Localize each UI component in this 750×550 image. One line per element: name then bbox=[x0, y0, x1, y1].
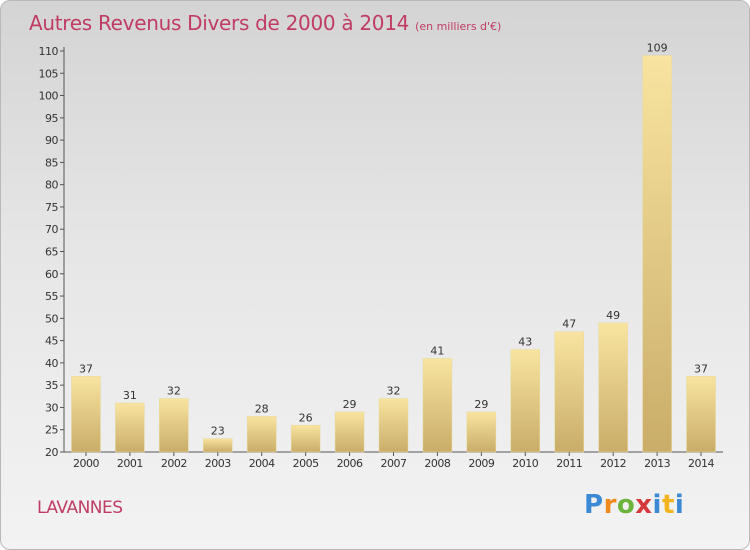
data-label: 28 bbox=[255, 402, 269, 415]
x-tick-label: 2007 bbox=[381, 457, 407, 470]
y-tick-label: 80 bbox=[45, 179, 58, 192]
y-tick-label: 110 bbox=[39, 45, 59, 58]
y-tick-label: 85 bbox=[45, 156, 58, 169]
y-tick-label: 40 bbox=[45, 357, 58, 370]
y-tick-label: 95 bbox=[45, 112, 58, 125]
bar bbox=[159, 398, 189, 453]
y-tick-label: 50 bbox=[45, 312, 58, 325]
y-tick-label: 100 bbox=[39, 90, 59, 103]
chart-unit: (en milliers d'€) bbox=[415, 20, 502, 33]
bar bbox=[71, 376, 101, 453]
x-tick-label: 2006 bbox=[337, 457, 363, 470]
data-label: 43 bbox=[518, 336, 532, 349]
x-tick-label: 2003 bbox=[205, 457, 231, 470]
x-tick-label: 2001 bbox=[117, 457, 143, 470]
y-tick-label: 25 bbox=[45, 424, 58, 437]
bar bbox=[554, 331, 584, 453]
data-label: 49 bbox=[606, 309, 620, 322]
data-label: 29 bbox=[474, 398, 488, 411]
y-tick-label: 70 bbox=[45, 223, 58, 236]
bar bbox=[378, 398, 409, 453]
y-tick-label: 45 bbox=[45, 335, 58, 348]
bar bbox=[422, 358, 453, 453]
bar bbox=[510, 349, 541, 453]
x-tick-label: 2014 bbox=[688, 457, 714, 470]
bar bbox=[686, 376, 716, 453]
bar bbox=[115, 402, 145, 453]
y-tick-label: 90 bbox=[45, 134, 58, 147]
data-label: 37 bbox=[694, 362, 708, 375]
bar bbox=[466, 411, 497, 453]
data-label: 41 bbox=[430, 344, 444, 357]
proxiti-logo: Proxiti bbox=[584, 490, 685, 520]
data-label: 29 bbox=[343, 398, 357, 411]
x-tick-label: 2011 bbox=[556, 457, 582, 470]
bar bbox=[598, 322, 628, 453]
y-tick-label: 75 bbox=[45, 201, 58, 214]
bar bbox=[290, 425, 321, 453]
x-tick-label: 2008 bbox=[424, 457, 450, 470]
commune-name: LAVANNES bbox=[37, 498, 123, 518]
x-tick-label: 2012 bbox=[600, 457, 626, 470]
y-tick-label: 30 bbox=[45, 401, 58, 414]
x-axis: 2000 2001 2002 2003 2004 2005 2006 2007 2008 2009… bbox=[64, 451, 723, 470]
chart-title-text: Autres Revenus Divers de 2000 à 2014 bbox=[29, 11, 410, 35]
bar bbox=[246, 416, 277, 453]
y-tick-label: 20 bbox=[45, 446, 58, 459]
data-label: 26 bbox=[299, 411, 313, 424]
y-tick-label: 35 bbox=[45, 379, 58, 392]
x-tick-label: 2013 bbox=[644, 457, 670, 470]
bar bbox=[642, 55, 672, 453]
x-tick-label: 2010 bbox=[512, 457, 538, 470]
data-label: 32 bbox=[167, 385, 181, 398]
data-label: 47 bbox=[562, 318, 576, 331]
data-label: 31 bbox=[123, 389, 137, 402]
y-tick-label: 55 bbox=[45, 290, 58, 303]
data-label: 32 bbox=[387, 385, 401, 398]
x-tick-label: 2002 bbox=[161, 457, 187, 470]
y-axis: 20 25 30 35 40 45 50 55 60 65 70 75 80 85 90 95 100 105 11… bbox=[39, 45, 65, 459]
x-tick-label: 2009 bbox=[468, 457, 494, 470]
chart-title: Autres Revenus Divers de 2000 à 2014 (en … bbox=[29, 11, 501, 35]
y-tick-label: 105 bbox=[39, 67, 59, 80]
data-label: 23 bbox=[211, 425, 225, 438]
bar bbox=[203, 438, 233, 453]
x-tick-label: 2005 bbox=[293, 457, 319, 470]
bars bbox=[71, 55, 716, 453]
y-tick-label: 65 bbox=[45, 246, 58, 259]
data-labels: 37 31 32 23 28 26 29 32 41 29 43 47 49 109 37 bbox=[79, 41, 708, 437]
x-tick-label: 2000 bbox=[73, 457, 99, 470]
y-tick-label: 60 bbox=[45, 268, 58, 281]
bar bbox=[334, 411, 365, 453]
data-label: 109 bbox=[647, 41, 668, 54]
data-label: 37 bbox=[79, 362, 93, 375]
x-tick-label: 2004 bbox=[249, 457, 275, 470]
